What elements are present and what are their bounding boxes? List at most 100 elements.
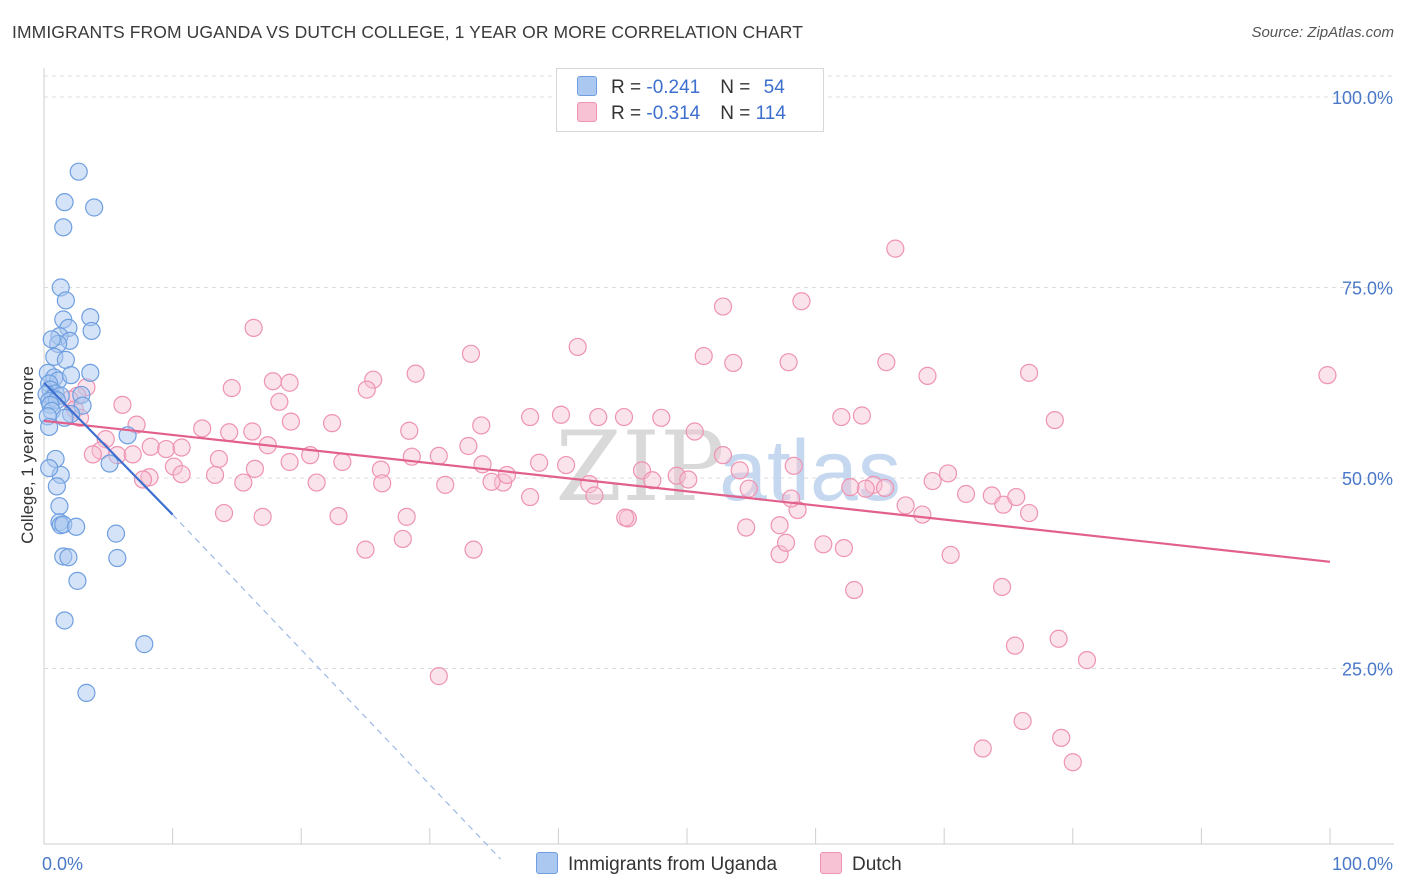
- uganda-point: [135, 635, 154, 654]
- dutch-point: [459, 436, 478, 456]
- y-tick-label: 25.0%: [1342, 660, 1393, 680]
- dutch-point: [776, 533, 796, 552]
- dutch-point: [245, 459, 265, 478]
- dutch-point: [1063, 753, 1082, 772]
- y-tick-label: 50.0%: [1342, 469, 1393, 489]
- dutch-point: [1318, 366, 1337, 385]
- dutch-point: [877, 353, 896, 372]
- dutch-point: [896, 496, 915, 515]
- dutch-point: [329, 506, 348, 526]
- legend-r-value: -0.241: [646, 77, 701, 98]
- dutch-point: [357, 380, 376, 399]
- dutch-point: [923, 471, 942, 491]
- dutch-point: [918, 366, 937, 385]
- dutch-point: [280, 373, 299, 392]
- dutch-point: [133, 470, 153, 489]
- dutch-point: [244, 318, 263, 337]
- tick-labels: 25.0% 50.0% 75.0% 100.0% 0.0% 100.0%: [42, 88, 1393, 874]
- dutch-point: [364, 370, 383, 389]
- dutch-point: [679, 470, 698, 489]
- uganda-point: [100, 454, 119, 473]
- uganda-point: [108, 548, 127, 568]
- legend-row-dutch: R = -0.314 N = 114: [577, 102, 786, 126]
- legend-n-label: N =: [720, 77, 756, 98]
- uganda-point: [47, 477, 66, 496]
- source-credit: Source: ZipAtlas.com: [1251, 24, 1394, 41]
- watermark-zip: ZIP: [555, 411, 724, 523]
- legend-n-label: N =: [720, 103, 756, 124]
- dutch-point: [782, 489, 801, 508]
- dutch-point: [83, 445, 102, 464]
- uganda-point: [85, 198, 104, 217]
- dutch-point: [739, 479, 758, 498]
- legend: R = -0.241 N = 54 R = -0.314 N = 114: [556, 68, 824, 132]
- dutch-point: [1045, 410, 1064, 430]
- dutch-point: [784, 456, 803, 475]
- dutch-point: [724, 353, 743, 373]
- dutch-point: [429, 446, 448, 466]
- dutch-point: [234, 473, 253, 492]
- dutch-point: [616, 508, 635, 527]
- dutch-point: [209, 449, 228, 469]
- uganda-point: [59, 548, 78, 567]
- chart-title: IMMIGRANTS FROM UGANDA VS DUTCH COLLEGE,…: [12, 22, 804, 42]
- bottom-legend-uganda: Immigrants from Uganda: [536, 852, 777, 876]
- gridlines: [44, 75, 1394, 669]
- dutch-point: [814, 535, 833, 554]
- uganda-point: [40, 458, 59, 478]
- uganda-point: [56, 291, 75, 310]
- uganda-point: [50, 497, 69, 516]
- dutch-legend-label: Dutch: [852, 854, 902, 875]
- uganda-point: [54, 218, 73, 237]
- dutch-point: [770, 516, 789, 535]
- dutch-point: [281, 412, 301, 431]
- dutch-point: [652, 408, 671, 427]
- watermark: ZIP atlas: [555, 411, 900, 523]
- uganda-trend-line: [43, 381, 174, 516]
- dutch-point: [482, 472, 501, 491]
- series-dutch: [60, 239, 1337, 772]
- dutch-legend-swatch: [820, 852, 842, 874]
- dutch-point: [913, 505, 932, 524]
- dutch-point: [356, 540, 375, 559]
- dutch-point: [713, 446, 733, 465]
- uganda-point: [55, 193, 74, 212]
- uganda-trend-extension: [172, 514, 501, 860]
- y-tick-label: 100.0%: [1332, 88, 1393, 108]
- dutch-point: [406, 364, 425, 383]
- dutch-point: [585, 486, 604, 505]
- dutch-point: [222, 378, 241, 398]
- dutch-point: [1052, 728, 1071, 747]
- legend-row-uganda: R = -0.241 N = 54: [577, 76, 785, 100]
- dutch-point: [464, 540, 483, 559]
- dutch-point: [852, 406, 871, 425]
- uganda-point: [55, 611, 74, 630]
- dutch-point: [557, 455, 576, 475]
- dutch-point: [263, 372, 283, 391]
- dutch-point: [333, 452, 352, 472]
- dutch-point: [779, 353, 798, 372]
- dutch-point: [322, 414, 342, 433]
- dutch-point: [875, 478, 895, 498]
- dutch-point: [713, 297, 733, 316]
- dutch-point: [497, 465, 517, 485]
- dutch-point: [429, 667, 448, 686]
- uganda-point: [67, 517, 86, 536]
- dutch-point: [667, 466, 686, 485]
- legend-r-label: R =: [611, 77, 647, 98]
- dutch-point: [220, 423, 239, 442]
- dutch-point: [834, 539, 853, 558]
- dutch-point: [730, 461, 749, 480]
- dutch-point: [436, 475, 455, 494]
- dutch-point: [938, 464, 958, 483]
- uganda-legend-swatch: [536, 852, 558, 874]
- dutch-point: [472, 416, 491, 435]
- dutch-point: [141, 437, 160, 456]
- uganda-point: [106, 524, 126, 543]
- dutch-point: [373, 474, 392, 493]
- dutch-point: [1019, 503, 1039, 523]
- legend-r-value: -0.314: [646, 103, 701, 124]
- dutch-point: [694, 346, 713, 366]
- dutch-point: [157, 439, 176, 459]
